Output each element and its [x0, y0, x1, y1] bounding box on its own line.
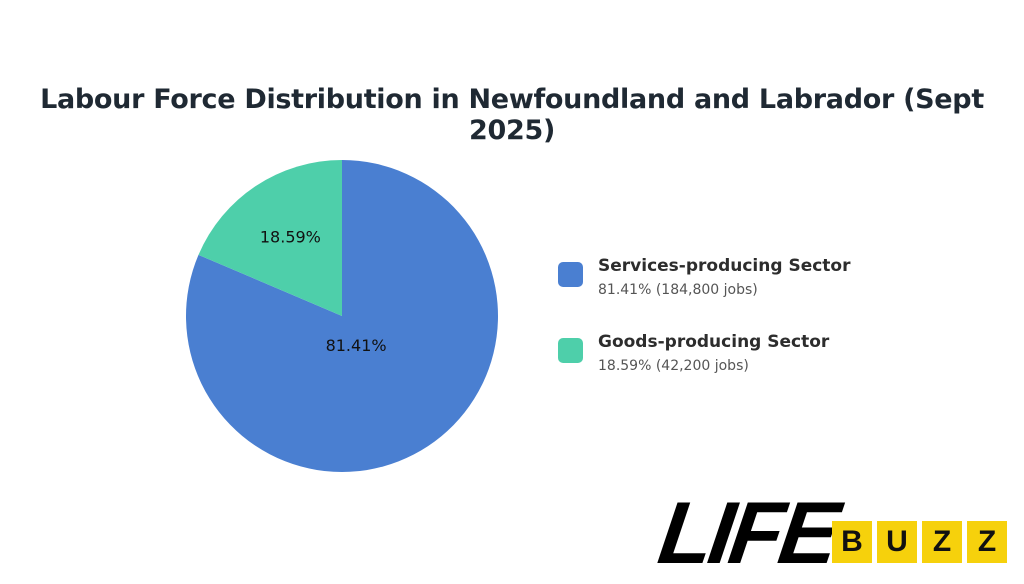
logo-letter-z2: Z: [967, 521, 1007, 563]
legend-swatch-services: [558, 262, 583, 287]
legend-detail-services: 81.41% (184,800 jobs): [598, 282, 758, 298]
pie-slice-services: [186, 160, 498, 473]
legend-detail-goods: 18.59% (42,200 jobs): [598, 358, 749, 374]
legend-label-goods: Goods-producing Sector: [598, 332, 830, 352]
logo-life-text: LIFE: [653, 483, 842, 582]
logo-letter-b: B: [832, 521, 872, 563]
logo-letter-u: U: [877, 521, 917, 563]
legend-swatch-goods: [558, 338, 583, 363]
legend-label-services: Services-producing Sector: [598, 256, 851, 276]
pie-label-services: 81.41%: [326, 336, 387, 355]
pie-slice-goods: [198, 160, 342, 316]
logo-letter-z: Z: [922, 521, 962, 563]
pie-label-goods: 18.59%: [260, 227, 321, 246]
chart-title: Labour Force Distribution in Newfoundlan…: [40, 84, 984, 146]
lifebuzz-logo: LIFE B U Z Z: [653, 483, 1020, 582]
